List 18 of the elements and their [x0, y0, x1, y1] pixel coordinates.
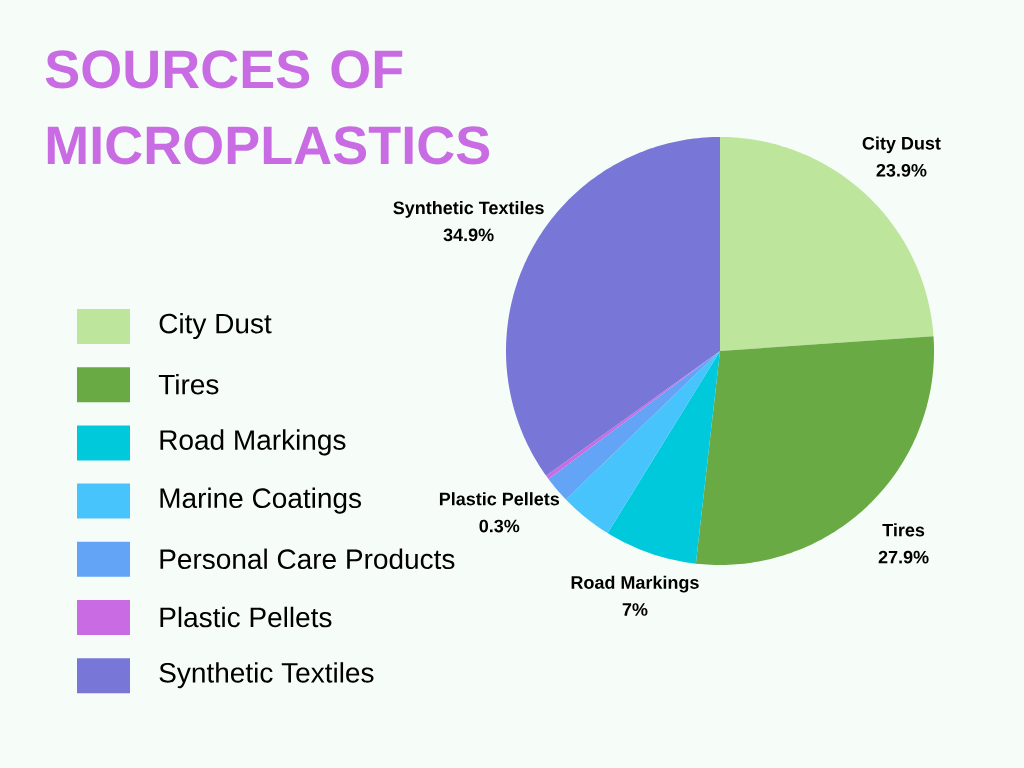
data-label: 34.9%	[443, 228, 494, 242]
data-label: 7%	[622, 603, 648, 616]
slice-label: Synthetic Textiles	[393, 201, 544, 218]
chart-title: SOURCES OF MICROPLASTICS	[45, 50, 490, 165]
legend-label: Synthetic Textiles	[159, 662, 374, 689]
data-label: 27.9%	[878, 550, 929, 564]
slice-label: Road Markings	[571, 575, 699, 593]
slice-label: City Dust	[862, 136, 941, 154]
legend-label: Road Markings	[160, 429, 346, 456]
data-label: 23.9%	[876, 163, 927, 177]
legend-label: Tires	[158, 373, 219, 395]
legend-label: Marine Coatings	[160, 487, 361, 514]
legend-label: City Dust	[159, 312, 272, 340]
slice-label: Tires	[882, 523, 925, 537]
legend-label: Plastic Pellets	[160, 606, 332, 628]
slice-label: Plastic Pellets	[439, 492, 560, 506]
legend-label: Personal Care Products	[160, 548, 455, 570]
data-label: 0.3%	[479, 519, 520, 533]
